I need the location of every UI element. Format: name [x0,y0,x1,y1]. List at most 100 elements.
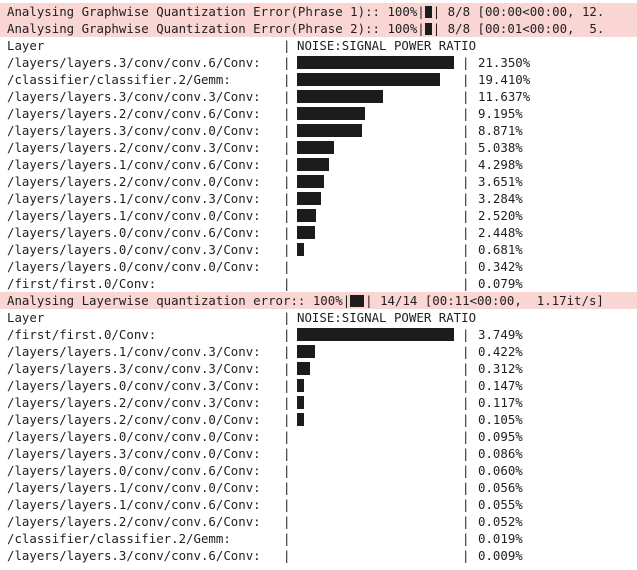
table-row: /classifier/classifier.2/Gemm: | | 0.019% [0,530,637,547]
progress-bar-fill [424,23,432,35]
layer-name: /layers/layers.2/conv/conv.6/Conv: [7,514,261,529]
table-row: /layers/layers.1/conv/conv.0/Conv: | | 2.52… [0,207,637,224]
ratio-bar [297,209,316,222]
ratio-value: 4.298% [478,157,523,172]
layer-name: /layers/layers.3/conv/conv.3/Conv: [7,361,261,376]
ratio-bar [297,396,304,409]
column-separator: | [462,225,470,240]
ratio-value: 3.284% [478,191,523,206]
column-separator: | [462,480,470,495]
column-separator: | [462,242,470,257]
ratio-value: 11.637% [478,89,531,104]
layer-name: /layers/layers.1/conv/conv.3/Conv: [7,191,261,206]
ratio-bar [297,90,383,103]
column-separator: | [283,242,291,257]
ratio-value: 0.095% [478,429,523,444]
column-separator: | [283,395,291,410]
column-separator: | [462,276,470,291]
column-separator: | [462,157,470,172]
column-separator: | [283,174,291,189]
column-separator: | [283,412,291,427]
layer-name: /classifier/classifier.2/Gemm: [7,72,231,87]
ratio-value: 21.350% [478,55,531,70]
table-row: /layers/layers.3/conv/conv.0/Conv: | | 8.87… [0,122,637,139]
ratio-value: 0.147% [478,378,523,393]
column-separator: | [462,497,470,512]
ratio-value: 0.422% [478,344,523,359]
column-separator: | [283,378,291,393]
ratio-value: 0.105% [478,412,523,427]
ratio-column-header: NOISE:SIGNAL POWER RATIO [297,310,477,325]
column-separator: | [283,429,291,444]
ratio-value: 2.448% [478,225,523,240]
column-separator: | [462,463,470,478]
column-separator: | [462,174,470,189]
column-separator: | [283,123,291,138]
column-separator: | [462,89,470,104]
table-row: /layers/layers.0/conv/conv.6/Conv: | | 2.44… [0,224,637,241]
layer-name: /layers/layers.1/conv/conv.0/Conv: [7,480,261,495]
column-separator: | [283,327,291,342]
layer-name: /layers/layers.0/conv/conv.3/Conv: [7,242,261,257]
column-separator: | [283,89,291,104]
layerwise-table-header: Layer | NOISE:SIGNAL POWER RATIO [0,309,637,326]
table-row: /layers/layers.2/conv/conv.6/Conv: | | 0.05… [0,513,637,530]
column-separator: | [283,55,291,70]
column-separator: | [283,480,291,495]
layer-name: /layers/layers.1/conv/conv.6/Conv: [7,157,261,172]
layer-name: /layers/layers.3/conv/conv.0/Conv: [7,123,261,138]
ratio-value: 0.060% [478,463,523,478]
column-separator: | [283,72,291,87]
ratio-bar [297,328,454,341]
progress-bar-fill [424,6,432,18]
layer-name: /layers/layers.0/conv/conv.3/Conv: [7,378,261,393]
column-separator: | [462,514,470,529]
column-separator: | [283,208,291,223]
progress-prefix: Analysing Layerwise quantization error::… [7,293,351,308]
layerwise-table-body: /first/first.0/Conv: | | 3.749%/layers/laye… [0,326,637,564]
layer-name: /layers/layers.1/conv/conv.6/Conv: [7,497,261,512]
table-row: /layers/layers.3/conv/conv.0/Conv: | | 0.08… [0,445,637,462]
layer-name: /layers/layers.3/conv/conv.0/Conv: [7,446,261,461]
layer-name: /first/first.0/Conv: [7,276,157,291]
progress-suffix: | 14/14 [00:11<00:00, 1.17it/s] [365,293,604,308]
table-row: /layers/layers.3/conv/conv.6/Conv: | | 21.3… [0,54,637,71]
layer-name: /layers/layers.1/conv/conv.3/Conv: [7,344,261,359]
table-row: /first/first.0/Conv: | | 0.079% [0,275,637,292]
ratio-bar [297,226,315,239]
column-separator: | [462,123,470,138]
ratio-bar [297,56,454,69]
column-separator: | [462,55,470,70]
ratio-value: 5.038% [478,140,523,155]
progress-bar-fill [350,295,365,307]
layer-name: /layers/layers.2/conv/conv.0/Conv: [7,174,261,189]
layer-name: /layers/layers.2/conv/conv.6/Conv: [7,106,261,121]
layer-name: /layers/layers.0/conv/conv.0/Conv: [7,259,261,274]
column-separator: | [462,327,470,342]
column-separator: | [283,497,291,512]
table-row: /layers/layers.0/conv/conv.3/Conv: | | 0.68… [0,241,637,258]
ratio-value: 0.052% [478,514,523,529]
table-row: /layers/layers.1/conv/conv.3/Conv: | | 0.42… [0,343,637,360]
column-separator: | [283,140,291,155]
ratio-bar [297,124,362,137]
graphwise-table-header: Layer | NOISE:SIGNAL POWER RATIO [0,37,637,54]
column-separator: | [462,395,470,410]
table-row: /layers/layers.2/conv/conv.3/Conv: | | 5.03… [0,139,637,156]
table-row: /layers/layers.1/conv/conv.0/Conv: | | 0.05… [0,479,637,496]
table-row: /layers/layers.1/conv/conv.3/Conv: | | 3.28… [0,190,637,207]
column-separator: | [283,225,291,240]
column-separator: | [283,310,291,325]
layer-name: /layers/layers.2/conv/conv.0/Conv: [7,412,261,427]
progress-line-phase1: Analysing Graphwise Quantization Error(P… [0,3,637,20]
ratio-value: 2.520% [478,208,523,223]
ratio-value: 3.749% [478,327,523,342]
ratio-bar [297,175,324,188]
column-separator: | [462,378,470,393]
table-row: /layers/layers.0/conv/conv.0/Conv: | | 0.34… [0,258,637,275]
layer-name: /first/first.0/Conv: [7,327,157,342]
column-separator: | [462,72,470,87]
column-separator: | [462,208,470,223]
column-separator: | [462,446,470,461]
graphwise-table-body: /layers/layers.3/conv/conv.6/Conv: | | 21.3… [0,54,637,292]
